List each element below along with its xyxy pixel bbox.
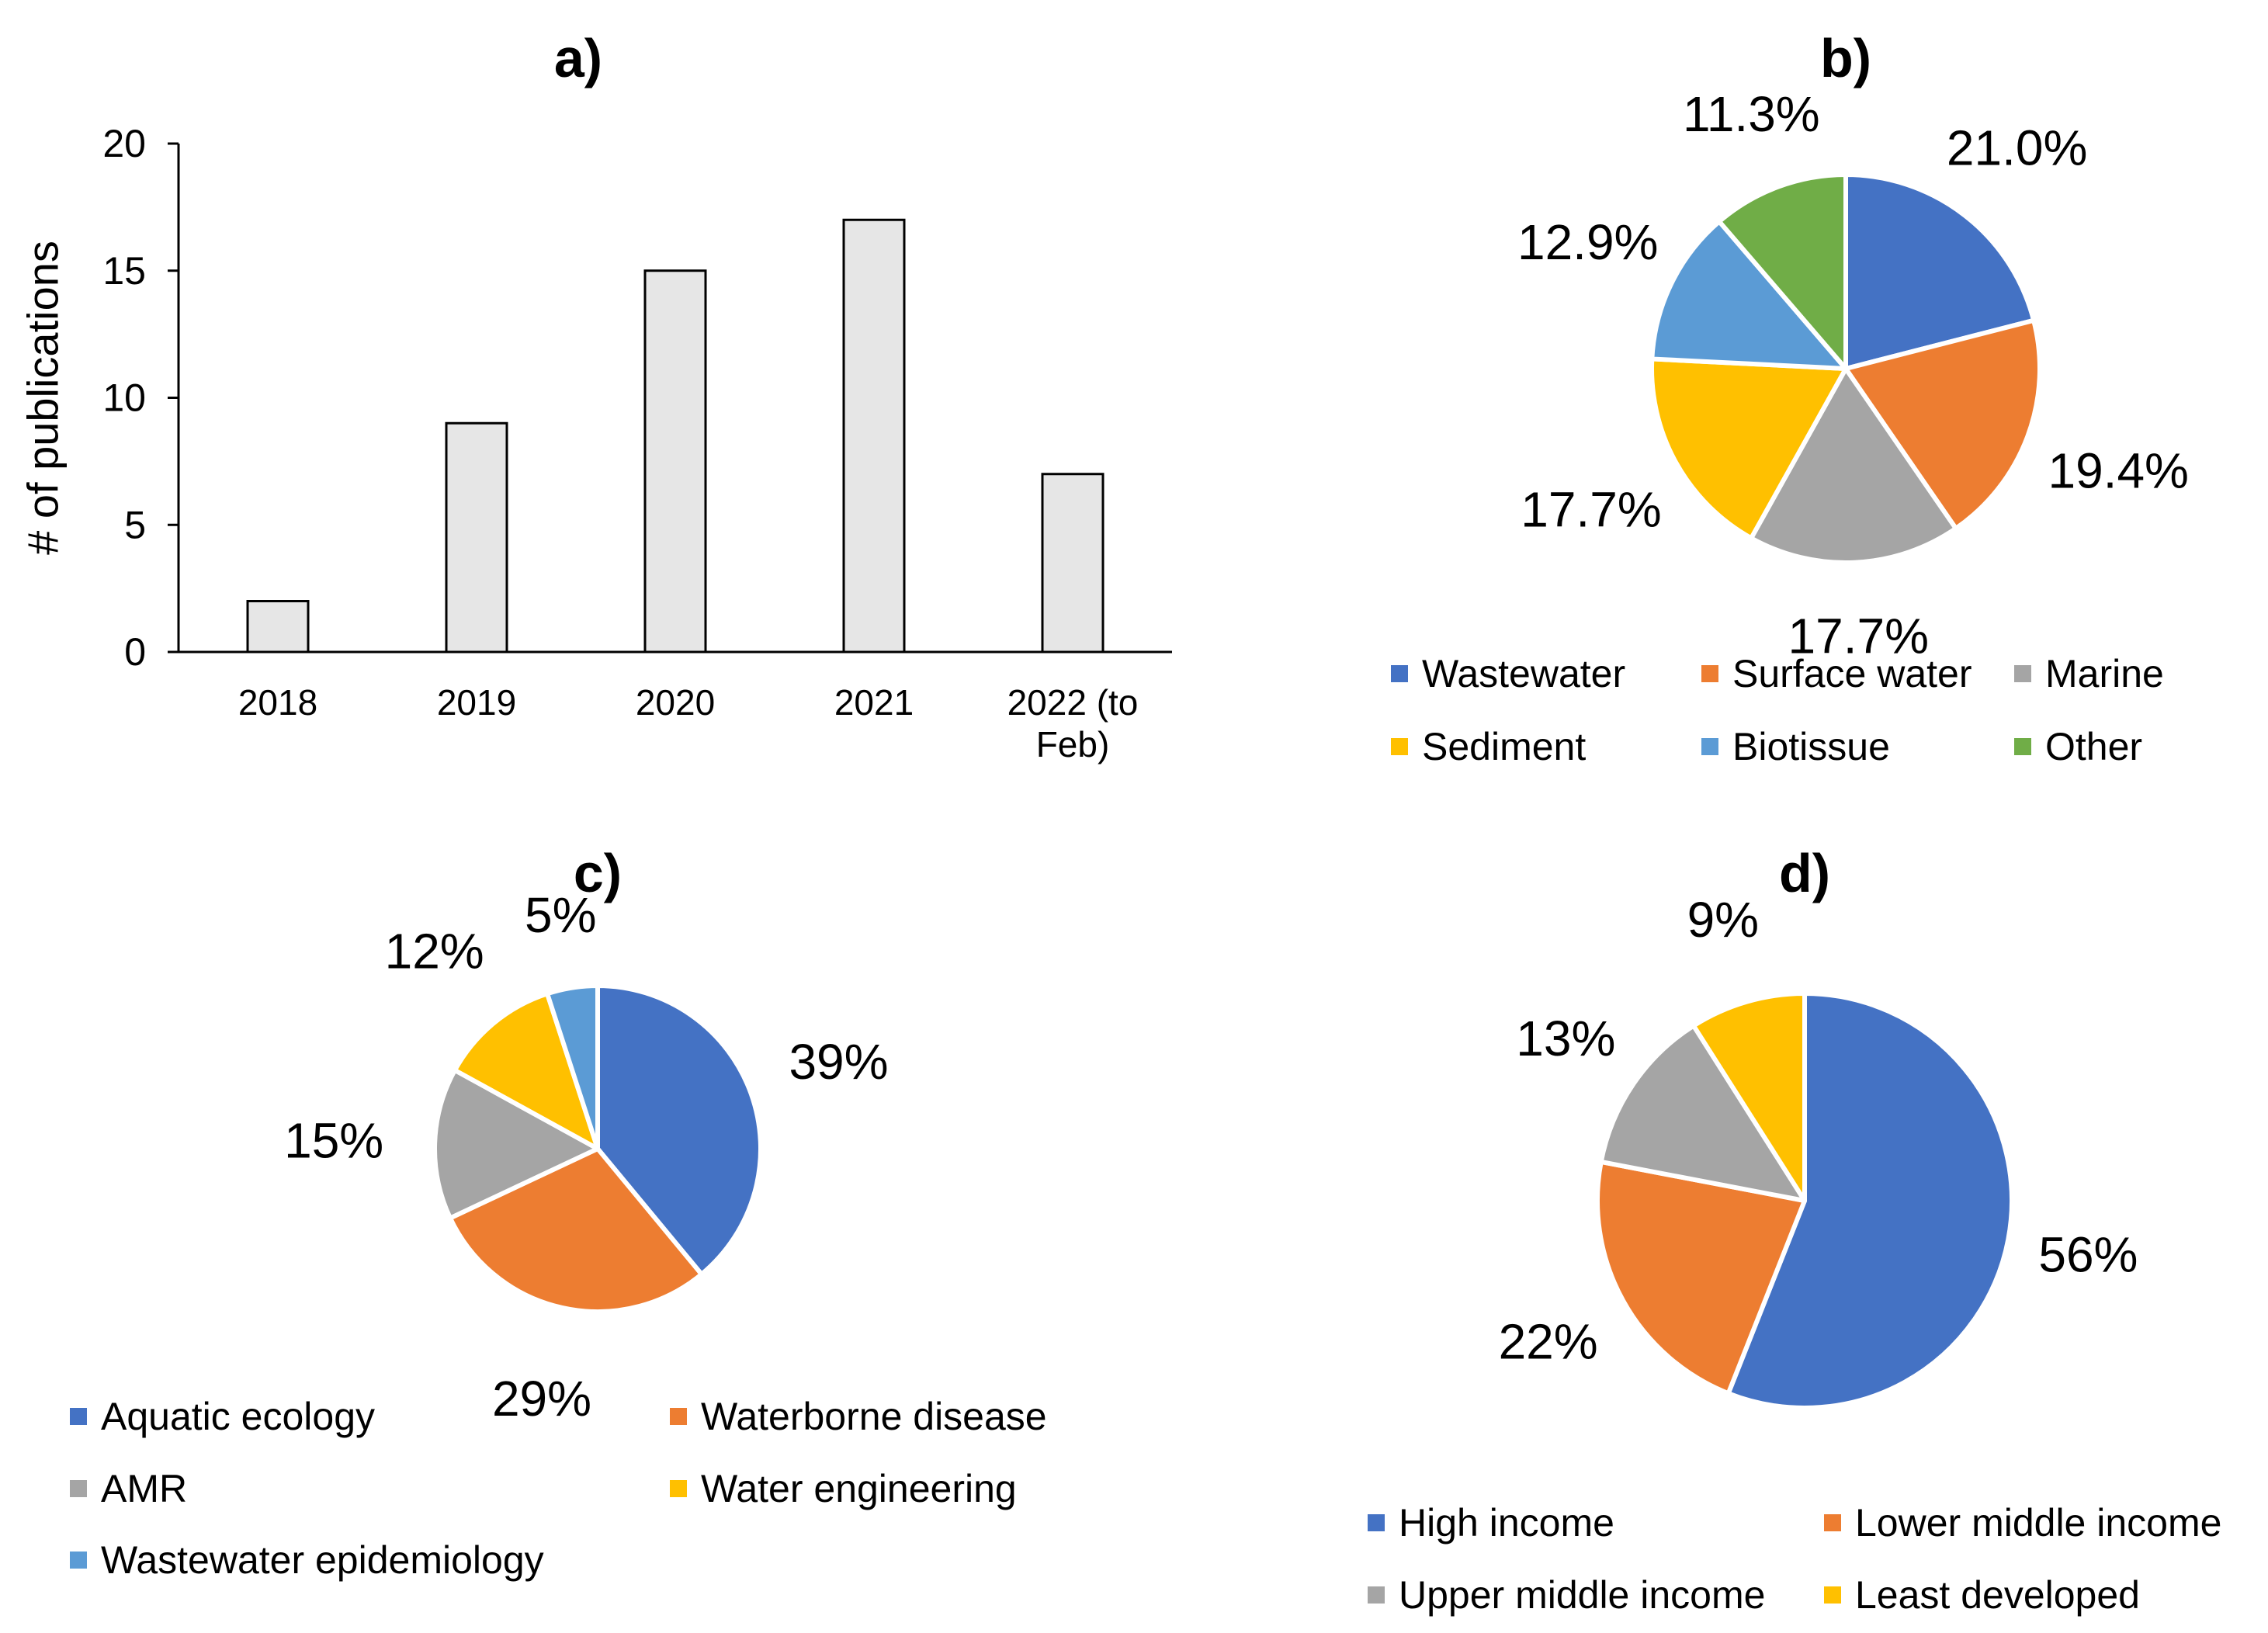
legend-swatch [1368,1586,1385,1604]
legend-entry: Wastewater [1422,652,1625,695]
panel-d-pie-chart-title: d) [1779,843,1830,903]
data-label: 13% [1516,1011,1615,1066]
x-tick-label: Feb) [1036,724,1110,764]
data-label: 19.4% [2048,442,2188,498]
panel-b-pie-chart: b) 21.0% 19.4% 17.7% 17.7% 12.9% 11.3% Wastewat… [1391,28,2189,768]
y-tick-label: 15 [102,249,146,293]
y-tick-label: 20 [102,122,146,165]
bar [842,218,906,654]
legend-swatch [70,1408,87,1425]
legend-swatch [670,1480,687,1497]
legend-entry: Biotissue [1732,725,1890,768]
x-tick-label: 2019 [437,682,516,723]
pie-slice [1595,1159,1807,1396]
bar [445,421,508,654]
legend-entry: Upper middle income [1399,1573,1765,1617]
data-label: 21.0% [1947,120,2087,176]
legend-swatch [70,1552,87,1569]
legend-entry: Sediment [1422,725,1586,768]
legend-swatch [70,1480,87,1497]
legend-entry: High income [1399,1501,1614,1545]
panel-b-pie-chart-title: b) [1820,28,1871,88]
data-label: 22% [1499,1314,1598,1370]
y-tick-label: 0 [124,630,146,674]
pie-slice [1691,991,1807,1203]
bar [1041,473,1105,654]
pie-slice [452,991,600,1151]
panel-a-title: a) [554,28,602,88]
legend-swatch [1391,738,1408,755]
data-label: 12% [385,924,484,979]
data-label: 9% [1687,892,1760,948]
data-label: 29% [492,1371,591,1427]
legend-swatch [2014,738,2031,755]
legend-swatch [1701,665,1718,682]
pie-slice [1725,991,2014,1410]
pie-slice [545,983,600,1151]
data-label: 56% [2038,1227,2138,1283]
data-label: 15% [284,1112,383,1168]
x-tick-label: 2021 [834,682,914,723]
legend-swatch [1391,665,1408,682]
data-label: 5% [525,887,597,943]
panel-d-pie-chart: d) 56% 22% 13% 9% High income Lower middle inc… [1368,843,2221,1617]
data-label: 39% [789,1034,888,1090]
pie-slice [1843,172,2037,371]
pie-slice [1749,366,1958,565]
legend-swatch [1368,1514,1385,1531]
legend-swatch [1824,1514,1841,1531]
bar [643,269,707,654]
legend-entry: AMR [101,1467,187,1510]
legend-swatch [670,1408,687,1425]
pie-slice [595,983,763,1277]
legend-entry: Aquatic ecology [101,1395,375,1438]
bar [246,600,310,654]
panel-c-pie-chart-title: c) [574,843,622,903]
pie-slice [1649,356,1848,541]
data-label: 12.9% [1517,214,1658,270]
legend-entry: Water engineering [701,1467,1017,1510]
pie-slice [1649,219,1848,371]
data-label: 17.7% [1521,482,1661,538]
legend-swatch [2014,665,2031,682]
legend-entry: Least developed [1855,1573,2140,1617]
y-tick-label: 5 [124,503,146,546]
x-tick-label: 2018 [238,682,317,723]
panel-c-pie-chart: c) 39% 29% 15% 12% 5% Aquatic ecology Waterborn… [70,843,1047,1582]
data-label: 11.3% [1683,86,1820,142]
y-axis-label: # of publications [19,241,68,555]
data-label: 17.7% [1788,608,1929,664]
legend-entry: Other [2045,725,2142,768]
legend-entry: Waterborne disease [701,1395,1047,1438]
legend-swatch [1701,738,1718,755]
pie-slice [1843,317,2043,531]
panel-a-bar-chart: a) 0 5 10 15 20 # of publications 2018 2019 2020 2… [19,28,1172,764]
pie-slice [1717,172,1848,371]
x-tick-label: 2020 [636,682,715,723]
legend-entry: Marine [2045,652,2164,695]
legend-entry: Surface water [1732,652,1971,695]
legend-swatch [1824,1586,1841,1604]
y-tick-label: 10 [102,376,146,420]
x-tick-label: 2022 (to [1007,682,1139,723]
legend-entry: Lower middle income [1855,1501,2221,1545]
pie-slice [1598,1023,1807,1203]
pie-slice [432,1067,600,1221]
legend-entry: Wastewater epidemiology [101,1538,544,1582]
